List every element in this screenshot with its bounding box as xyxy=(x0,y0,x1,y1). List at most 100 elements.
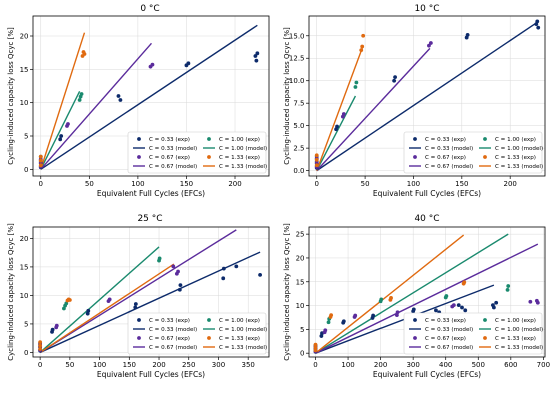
data-point xyxy=(58,137,63,142)
legend-label: C = 1.33 (model) xyxy=(219,345,267,351)
data-point xyxy=(82,52,87,56)
x-tick-label: 0 xyxy=(38,361,42,369)
legend-label: C = 1.00 (exp) xyxy=(219,318,260,324)
data-point xyxy=(79,92,84,96)
data-point xyxy=(389,296,393,300)
data-point xyxy=(359,48,364,53)
data-point xyxy=(54,323,59,328)
data-point xyxy=(463,308,468,313)
data-point xyxy=(67,298,72,302)
y-tick-label: 0 xyxy=(300,350,304,358)
legend-marker xyxy=(413,155,417,159)
y-tick-label: 7.5 xyxy=(293,100,304,108)
x-tick-label: 150 xyxy=(123,361,136,369)
model-line xyxy=(40,91,81,170)
legend-label: C = 0.67 (exp) xyxy=(425,336,466,342)
legend-label: C = 1.33 (model) xyxy=(495,345,543,351)
legend-label: C = 1.00 (model) xyxy=(495,327,543,333)
model-line xyxy=(40,24,258,170)
x-tick-label: 100 xyxy=(341,361,354,369)
legend-marker xyxy=(137,336,141,340)
model-line xyxy=(316,21,538,172)
chart-panel-25c: 0 50 100 150 200 250 300 350 0 5 10 15 20 25 °C Equiva… xyxy=(7,214,270,379)
data-point xyxy=(428,41,433,45)
y-axis-label: Cycling-induced capacity loss Qcyc [%] xyxy=(7,223,15,361)
data-point xyxy=(462,280,467,285)
data-point xyxy=(86,308,91,313)
legend-label: C = 1.00 (model) xyxy=(495,146,543,152)
chart-title: 10 °C xyxy=(414,4,439,14)
y-tick-label: 20 xyxy=(20,33,29,41)
data-point xyxy=(494,300,499,305)
data-point xyxy=(64,301,69,306)
data-point xyxy=(177,287,182,292)
data-point xyxy=(176,269,180,274)
chart-panel-40c: 0 100 200 300 400 500 600 700 0 5 10 15 20 25 40 °C Equ… xyxy=(283,214,550,379)
data-point xyxy=(133,305,138,310)
data-point xyxy=(535,19,540,24)
x-axis-label: Equivalent Full Cycles (EFCs) xyxy=(373,370,481,379)
data-point xyxy=(38,340,43,345)
model-line xyxy=(39,229,237,354)
data-point xyxy=(178,283,183,288)
legend-label: C = 0.33 (exp) xyxy=(425,137,466,143)
x-tick-label: 50 xyxy=(85,180,94,188)
x-tick-label: 200 xyxy=(374,361,387,369)
legend-marker xyxy=(483,318,487,322)
data-point xyxy=(535,300,540,305)
legend-marker xyxy=(483,155,487,159)
data-point xyxy=(314,163,319,168)
y-tick-label: 20 xyxy=(296,254,305,262)
y-tick-label: 2.5 xyxy=(293,145,304,153)
legend-label: C = 1.33 (exp) xyxy=(219,155,260,161)
x-tick-label: 350 xyxy=(242,361,255,369)
data-point xyxy=(341,319,346,324)
legend-marker xyxy=(207,137,211,141)
legend-label: C = 0.33 (model) xyxy=(149,327,197,333)
legend-label: C = 0.67 (model) xyxy=(425,345,473,351)
chart-title: 0 °C xyxy=(140,4,159,14)
y-tick-label: 0 xyxy=(24,166,28,174)
data-point xyxy=(451,303,456,307)
data-point xyxy=(392,78,397,83)
y-tick-label: 5 xyxy=(24,133,28,141)
legend-label: C = 1.00 (exp) xyxy=(219,137,260,143)
legend-label: C = 0.33 (model) xyxy=(149,146,197,152)
model-line xyxy=(40,42,153,170)
legend-label: C = 1.00 (exp) xyxy=(495,318,536,324)
model-line xyxy=(316,47,431,172)
data-point xyxy=(353,85,358,89)
x-tick-label: 100 xyxy=(407,180,420,188)
data-point xyxy=(465,32,470,37)
x-tick-label: 250 xyxy=(182,361,195,369)
y-axis-label: Cycling-induced capacity loss Qcyc [%] xyxy=(283,223,291,361)
data-point xyxy=(255,51,260,56)
y-tick-label: 5.0 xyxy=(293,122,304,130)
data-point xyxy=(379,297,384,302)
legend-label: C = 1.33 (model) xyxy=(219,164,267,170)
data-point xyxy=(326,320,331,325)
data-point xyxy=(354,80,359,85)
legend-label: C = 0.67 (model) xyxy=(149,345,197,351)
legend-label: C = 1.33 (exp) xyxy=(495,155,536,161)
data-point xyxy=(371,313,376,318)
legend-marker xyxy=(137,318,141,322)
x-axis-label: Equivalent Full Cycles (EFCs) xyxy=(97,189,205,198)
x-tick-label: 150 xyxy=(455,180,468,188)
data-point xyxy=(536,25,541,30)
legend-label: C = 0.33 (model) xyxy=(425,146,473,152)
legend-marker xyxy=(207,318,211,322)
model-line xyxy=(315,234,465,354)
data-point xyxy=(411,307,416,312)
legend: C = 0.33 (exp) C = 1.00 (exp) C = 0.33 (mo… xyxy=(127,312,267,355)
data-point xyxy=(38,158,43,163)
data-point xyxy=(456,303,461,307)
data-point xyxy=(38,347,43,351)
data-point xyxy=(66,122,70,126)
legend-label: C = 0.67 (model) xyxy=(425,164,473,170)
x-tick-label: 50 xyxy=(361,180,370,188)
y-tick-label: 10 xyxy=(296,302,305,310)
data-point xyxy=(329,313,334,317)
legend-marker xyxy=(137,137,141,141)
legend-box xyxy=(127,131,267,174)
